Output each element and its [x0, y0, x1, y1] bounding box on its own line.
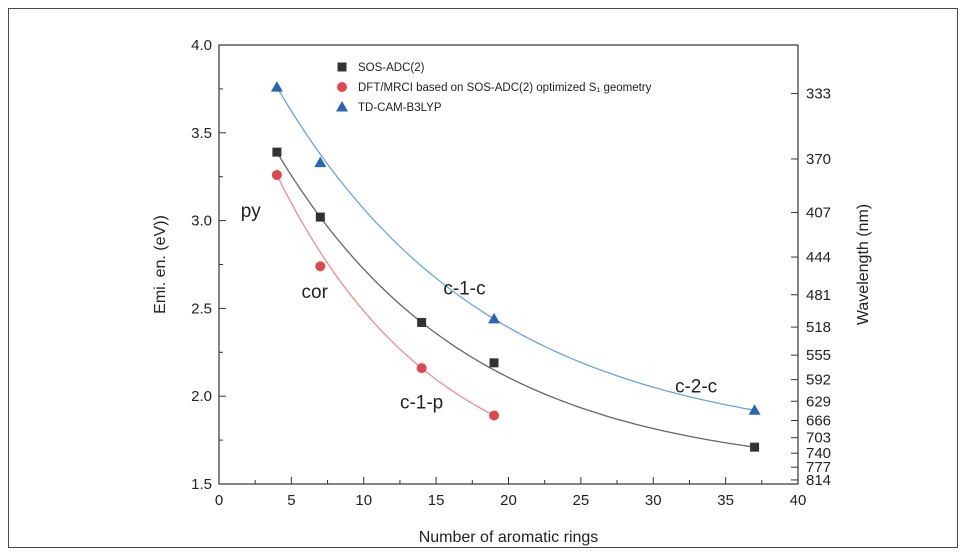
x-axis-label: Number of aromatic rings [419, 529, 599, 546]
legend-label: DFT/MRCI based on SOS-ADC(2) optimized S… [358, 82, 652, 94]
y-tick-label: 2.0 [191, 388, 212, 405]
point-circle [271, 169, 282, 180]
legend-marker-circle [337, 82, 347, 92]
point-circle [416, 363, 427, 374]
fit-curves [276, 86, 755, 448]
point-square [315, 212, 325, 222]
y-tick-label: 1.5 [191, 476, 212, 493]
y2-tick-label: 370 [806, 151, 831, 168]
y2-tick-label: 333 [806, 86, 831, 103]
point-square [750, 442, 760, 452]
legend-marker-triangle [336, 101, 348, 112]
fit-curve-sos-adc-2 [276, 151, 755, 448]
x-tick-label: 30 [645, 492, 662, 509]
y2-tick-label: 481 [806, 287, 831, 304]
x-tick-label: 40 [790, 492, 807, 509]
x-tick-label: 5 [287, 492, 295, 509]
y2-tick-label: 740 [806, 445, 831, 462]
point-circle [315, 261, 326, 272]
x-tick-label: 0 [215, 492, 223, 509]
y-axis-label: Emi. en. (eV)) [152, 215, 169, 314]
y2-tick-label: 518 [806, 319, 831, 336]
point-triangle [488, 312, 501, 324]
x-tick-label: 10 [355, 492, 372, 509]
y2-axis-label: Wavelength (nm) [855, 204, 872, 325]
y2-tick-label: 555 [806, 347, 831, 364]
y2-tick-label: 703 [806, 430, 831, 447]
figure-border [8, 8, 958, 548]
fit-curve-dft-mrci-based-on-so [276, 174, 495, 417]
y2-tick-label: 592 [806, 372, 831, 389]
annotation-c-1-c: c-1-c [443, 278, 485, 299]
data-points [270, 81, 761, 452]
legend-label: TD-CAM-B3LYP [358, 102, 442, 114]
point-triangle [314, 156, 327, 168]
y2-tick-label: 444 [806, 249, 831, 266]
plot-area [218, 44, 799, 485]
y2-tick-label: 629 [806, 393, 831, 410]
annotations: py cor c-1-c c-1-p c-2-c [241, 201, 717, 413]
x-tick-label: 35 [717, 492, 734, 509]
y-tick-label: 4.0 [191, 37, 212, 54]
fit-curve-td-cam-b3lyp [276, 86, 755, 411]
point-circle [489, 410, 500, 421]
x-tick-label: 15 [428, 492, 445, 509]
legend-label: SOS-ADC(2) [358, 62, 425, 74]
y2-tick-label: 407 [806, 204, 831, 221]
y-tick-label: 3.5 [191, 125, 212, 142]
point-triangle [270, 81, 283, 92]
axes: 0 5 10 15 20 25 30 35 40 1.5 2.0 2.5 3.0 3.5 4.0 333 370… [191, 37, 831, 509]
point-triangle [748, 404, 761, 415]
annotation-py: py [241, 201, 262, 222]
legend-marker-square [337, 62, 347, 72]
y2-tick-label: 814 [806, 472, 831, 489]
annotation-c-2-c: c-2-c [675, 377, 717, 398]
point-square [417, 317, 427, 327]
y2-tick-label: 777 [806, 459, 831, 476]
x-tick-label: 20 [500, 492, 517, 509]
annotation-c-1-p: c-1-p [400, 392, 443, 413]
annotation-cor: cor [302, 282, 329, 303]
x-tick-label: 25 [573, 492, 590, 509]
point-square [489, 358, 499, 368]
legend: SOS-ADC(2) DFT/MRCI based on SOS-ADC(2) o… [336, 62, 652, 114]
point-square [272, 147, 282, 157]
y2-tick-label: 666 [806, 412, 831, 429]
y-tick-label: 3.0 [191, 213, 212, 230]
y-tick-label: 2.5 [191, 300, 212, 317]
